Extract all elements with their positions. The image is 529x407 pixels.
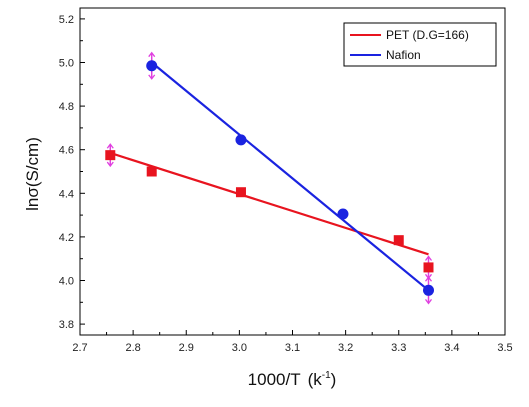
y-tick-label: 4.2 [59,232,74,244]
error-bars [106,51,433,305]
data-point-pet [105,150,116,161]
data-point-pet [423,262,434,273]
x-tick-label: 2.7 [72,342,87,354]
x-axis-unit: (k [308,370,323,389]
fit-lines [109,61,430,292]
x-axis-label: 1000/T [248,370,301,389]
legend-label-nafion: Nafion [386,48,421,62]
data-point-pet [393,235,404,246]
x-axis-unit-close: ) [331,370,337,389]
y-tick-label: 4.0 [59,276,74,288]
x-tick-label: 3.4 [444,342,459,354]
error-cap-pet [106,161,114,168]
y-tick-label: 4.8 [59,101,74,113]
fit-line-pet [109,151,429,256]
y-tick-label: 5.2 [59,14,74,26]
data-point-nafion [423,284,434,296]
x-tick-label: 3.5 [497,342,512,354]
x-tick-label: 3.2 [338,342,353,354]
y-tick-label: 5.0 [59,58,74,70]
x-tick-label: 3.3 [391,342,406,354]
y-tick-label: 4.4 [59,188,74,200]
x-tick-label: 3.1 [285,342,300,354]
error-cap-nafion [148,51,156,58]
data-points [105,60,434,296]
x-axis-unit-exponent: -1 [322,370,331,381]
legend: PET (D.G=166) Nafion [343,22,497,67]
data-point-pet [146,166,157,177]
axis-ticks: 2.7 2.8 2.9 3.0 3.1 3.2 3.3 3.4 3.5 3.8 4.0 4.2 4.4 4… [59,14,513,354]
x-tick-label: 3.0 [232,342,247,354]
x-axis-title: 1000/T (k-1) [248,370,337,389]
data-point-nafion [235,134,247,146]
data-point-nafion [146,60,158,72]
data-point-pet [235,187,246,198]
x-tick-label: 2.8 [125,342,140,354]
legend-label-pet: PET (D.G=166) [386,28,469,42]
legend-box [343,22,497,67]
error-cap-pet [424,255,433,261]
fit-line-nafion [151,61,430,292]
error-cap-pet [106,143,114,149]
data-point-nafion [337,208,349,220]
x-tick-label: 2.9 [179,342,194,354]
y-tick-label: 3.8 [59,319,74,331]
y-axis-title: lnσ(S/cm) [23,137,42,211]
y-tick-label: 4.6 [59,145,74,157]
error-cap-nafion [424,276,433,282]
error-cap-nafion [424,299,433,305]
error-cap-nafion [148,74,156,80]
